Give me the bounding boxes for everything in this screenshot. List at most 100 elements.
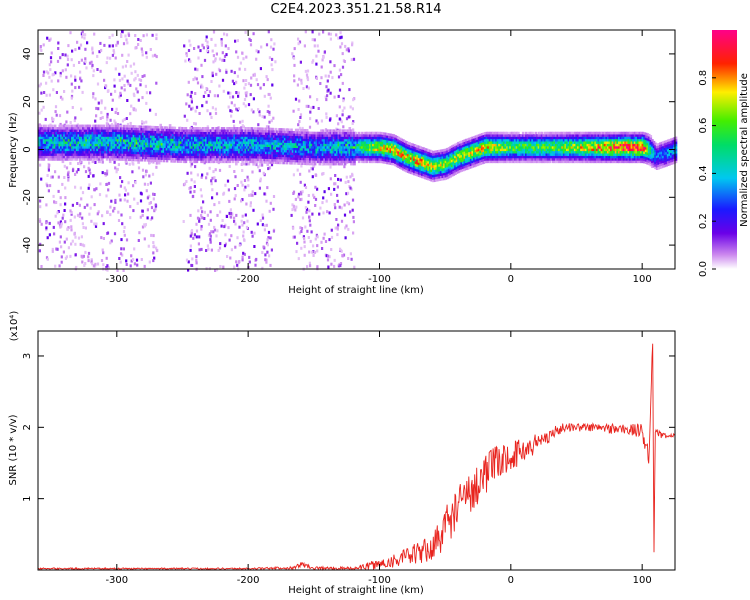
spectrogram-ridge-cell — [261, 132, 265, 135]
spectrogram-ridge-cell — [272, 130, 276, 133]
spectrogram-noise-cell — [137, 43, 140, 46]
spectrogram-ridge-cell — [47, 158, 51, 161]
spectrogram-ridge-cell — [186, 146, 189, 149]
spectrogram-noise-cell — [98, 193, 102, 197]
spectrogram-noise-cell — [214, 269, 217, 272]
spectrogram-noise-cell — [299, 190, 303, 194]
spectrogram-ridge-cell — [113, 124, 117, 128]
spectrogram-ridge-cell — [149, 149, 153, 153]
spectrogram-ridge-cell — [50, 143, 54, 147]
spectrogram-ridge-cell — [381, 132, 385, 135]
spectrogram-ridge-cell — [208, 158, 211, 161]
spectrogram-ridge-cell — [279, 137, 282, 141]
spectrogram-ridge-cell — [373, 153, 377, 156]
spectrogram-ridge-cell — [224, 153, 227, 156]
spectrogram-ridge-cell — [64, 127, 68, 130]
spectrogram-noise-cell — [243, 188, 246, 192]
spectrogram-ridge-cell — [305, 155, 309, 158]
spectrogram-noise-cell — [114, 67, 117, 71]
spectrogram-noise-cell — [211, 49, 214, 53]
spectrogram-ridge-cell — [41, 131, 44, 135]
spectrogram-noise-cell — [190, 232, 193, 236]
spectrogram-ridge-cell — [266, 146, 270, 150]
spectrogram-noise-cell — [211, 196, 214, 200]
spectrogram-noise-cell — [194, 122, 197, 126]
spectrogram-noise-cell — [145, 169, 148, 173]
spectrogram-ridge-cell — [395, 145, 399, 148]
spectrogram-noise-cell — [200, 213, 203, 217]
spectrogram-ridge-cell — [127, 127, 131, 130]
spectrogram-ridge-cell — [370, 143, 374, 147]
spectrogram-ridge-cell — [49, 138, 52, 142]
spectrogram-ridge-cell — [260, 132, 263, 135]
spectrogram-ridge-cell — [212, 146, 216, 149]
spectrogram-noise-cell — [325, 115, 328, 119]
spectrogram-noise-cell — [236, 55, 240, 59]
spectrogram-noise-cell — [245, 79, 248, 82]
spectrogram-noise-cell — [298, 120, 301, 123]
spectrogram-ridge-cell — [323, 138, 326, 142]
spectrogram-ridge-cell — [233, 153, 236, 156]
spectrogram-ridge-cell — [372, 136, 375, 140]
spectrogram-ridge-cell — [49, 141, 52, 144]
spectrogram-ridge-cell — [206, 160, 210, 164]
spectrogram-noise-cell — [185, 102, 188, 106]
spectrogram-ridge-cell — [63, 129, 66, 132]
spectrogram-ridge-cell — [332, 143, 336, 147]
spectrogram-ridge-cell — [217, 138, 221, 142]
spectrogram-noise-cell — [61, 69, 64, 73]
spectrogram-ridge-cell — [146, 130, 150, 134]
spectrogram-noise-cell — [333, 182, 336, 186]
spectrogram-noise-cell — [207, 233, 211, 237]
spectrogram-ridge-cell — [279, 128, 282, 131]
spectrogram-ridge-cell — [361, 155, 364, 159]
spectrogram-ridge-cell — [211, 148, 214, 152]
spectrogram-noise-cell — [266, 186, 269, 190]
spectrogram-ridge-cell — [115, 134, 118, 137]
spectrogram-ridge-cell — [102, 146, 106, 149]
spectrogram-ridge-cell — [320, 150, 323, 154]
spectrogram-noise-cell — [186, 118, 189, 122]
spectrogram-ridge-cell — [216, 160, 219, 164]
spectrogram-noise-cell — [101, 160, 104, 164]
spectrogram-ridge-cell — [208, 146, 211, 149]
spectrogram-noise-cell — [349, 186, 352, 190]
spectrogram-ridge-cell — [364, 160, 367, 164]
spectrogram-ridge-cell — [389, 136, 393, 139]
spectrogram-noise-cell — [122, 247, 125, 251]
spectrogram-noise-cell — [240, 163, 243, 166]
spectrogram-ridge-cell — [93, 127, 96, 130]
spectrogram-ridge-cell — [332, 141, 336, 144]
spectrogram-ridge-cell — [220, 155, 224, 159]
spectrogram-ridge-cell — [123, 139, 126, 142]
spectrogram-ridge-cell — [58, 141, 62, 144]
spectrogram-ridge-cell — [324, 155, 328, 159]
spectrogram-ridge-cell — [380, 146, 383, 149]
spectrogram-ridge-cell — [101, 148, 104, 152]
spectrogram-noise-cell — [351, 107, 354, 111]
spectrogram-ridge-cell — [345, 131, 348, 135]
spectrogram-ridge-cell — [190, 143, 194, 147]
spectrogram-noise-cell — [229, 91, 232, 95]
spectrogram-ridge-cell — [265, 156, 268, 159]
spectrogram-ridge-cell — [176, 150, 180, 154]
spectrogram-ridge-cell — [339, 155, 342, 159]
spectrogram-ridge-cell — [324, 158, 328, 161]
spectrogram-ridge-cell — [211, 141, 214, 144]
spectrogram-noise-cell — [42, 105, 45, 109]
spectrogram-noise-cell — [66, 173, 70, 177]
spectrogram-ridge-cell — [383, 149, 386, 152]
spectrogram-ridge-cell — [272, 159, 276, 162]
spectrogram-noise-cell — [149, 160, 152, 164]
spectrogram-ridge-cell — [397, 141, 400, 145]
spectrogram-ridge-cell — [386, 159, 389, 162]
spectrogram-ridge-cell — [369, 148, 372, 152]
spectrogram-ridge-cell — [375, 150, 378, 154]
spectrogram-ridge-cell — [201, 129, 205, 132]
spectrogram-ridge-cell — [38, 129, 41, 132]
spectrogram-ridge-cell — [235, 148, 238, 152]
spectrogram-ridge-cell — [375, 134, 378, 137]
spectrogram-noise-cell — [350, 58, 353, 62]
spectrogram-ridge-cell — [241, 129, 244, 132]
spectrogram-noise-cell — [123, 198, 126, 202]
